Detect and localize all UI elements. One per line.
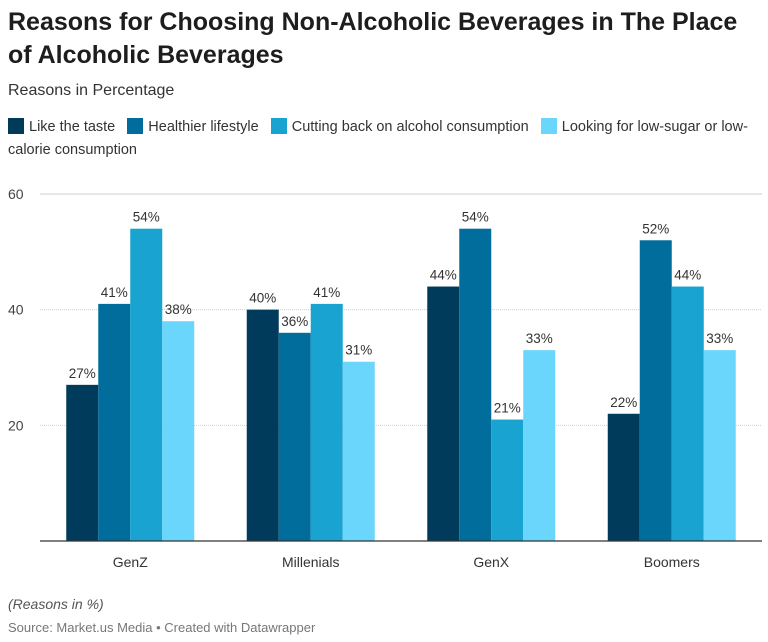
data-label: 36% xyxy=(281,314,308,329)
legend-item-like-taste: Like the taste xyxy=(8,118,116,135)
y-tick-label: 40 xyxy=(8,302,24,318)
data-label: 44% xyxy=(430,268,457,283)
legend-label: Cutting back on alcohol consumption xyxy=(291,119,529,135)
data-label: 54% xyxy=(462,210,489,225)
bar xyxy=(703,350,736,541)
data-label: 52% xyxy=(642,221,669,236)
bar xyxy=(246,309,279,541)
data-label: 38% xyxy=(165,302,192,317)
legend-label: Like the taste xyxy=(29,119,116,135)
data-label: 21% xyxy=(494,401,521,416)
data-label: 31% xyxy=(345,343,372,358)
bar xyxy=(342,361,375,541)
bar xyxy=(427,286,460,541)
legend-item-healthier-lifestyle: Healthier lifestyle xyxy=(127,118,259,135)
legend-label: Healthier lifestyle xyxy=(148,119,259,135)
legend-swatch xyxy=(270,118,287,134)
bar xyxy=(607,413,640,541)
x-tick-label: GenX xyxy=(473,554,509,570)
bar xyxy=(130,228,163,541)
data-label: 54% xyxy=(133,210,160,225)
legend-label: Looking for low-sugar or low-calorie con… xyxy=(8,119,748,158)
legend-item-low-sugar: Looking for low-sugar or low-calorie con… xyxy=(8,118,748,158)
bar xyxy=(310,303,343,541)
x-tick-label: GenZ xyxy=(113,554,148,570)
bar xyxy=(491,419,524,541)
legend-swatch xyxy=(8,118,24,134)
data-label: 27% xyxy=(69,366,96,381)
data-label: 40% xyxy=(249,291,276,306)
legend-item-cutting-back: Cutting back on alcohol consumption xyxy=(270,118,529,135)
y-tick-label: 60 xyxy=(8,186,24,202)
bar xyxy=(98,303,131,541)
bar xyxy=(278,332,311,541)
data-label: 33% xyxy=(526,331,553,346)
legend: Like the taste Healthier lifestyle Cutti… xyxy=(8,116,760,162)
legend-swatch xyxy=(540,118,557,134)
data-label: 44% xyxy=(674,268,701,283)
bar xyxy=(523,350,556,541)
chart-title: Reasons for Choosing Non-Alcoholic Bever… xyxy=(8,8,738,69)
chart-source: Source: Market.us Media • Created with D… xyxy=(8,620,316,635)
chart-note: (Reasons in %) xyxy=(8,596,104,612)
y-tick-label: 20 xyxy=(8,417,24,433)
bar xyxy=(459,228,492,541)
bar xyxy=(66,384,99,541)
x-tick-label: Millenials xyxy=(282,554,340,570)
legend-swatch xyxy=(127,118,144,134)
x-tick-label: Boomers xyxy=(644,554,700,570)
data-label: 22% xyxy=(610,395,637,410)
bar-chart: 20 40 60 27% 41% 54% 38% GenZ 40% 36% 41% 31% Millen… xyxy=(8,186,762,570)
data-label: 41% xyxy=(313,285,340,300)
bar xyxy=(671,286,704,541)
chart-subtitle: Reasons in Percentage xyxy=(8,82,175,99)
data-label: 41% xyxy=(101,285,128,300)
bar xyxy=(162,321,195,541)
data-label: 33% xyxy=(706,331,733,346)
bar xyxy=(639,240,672,541)
